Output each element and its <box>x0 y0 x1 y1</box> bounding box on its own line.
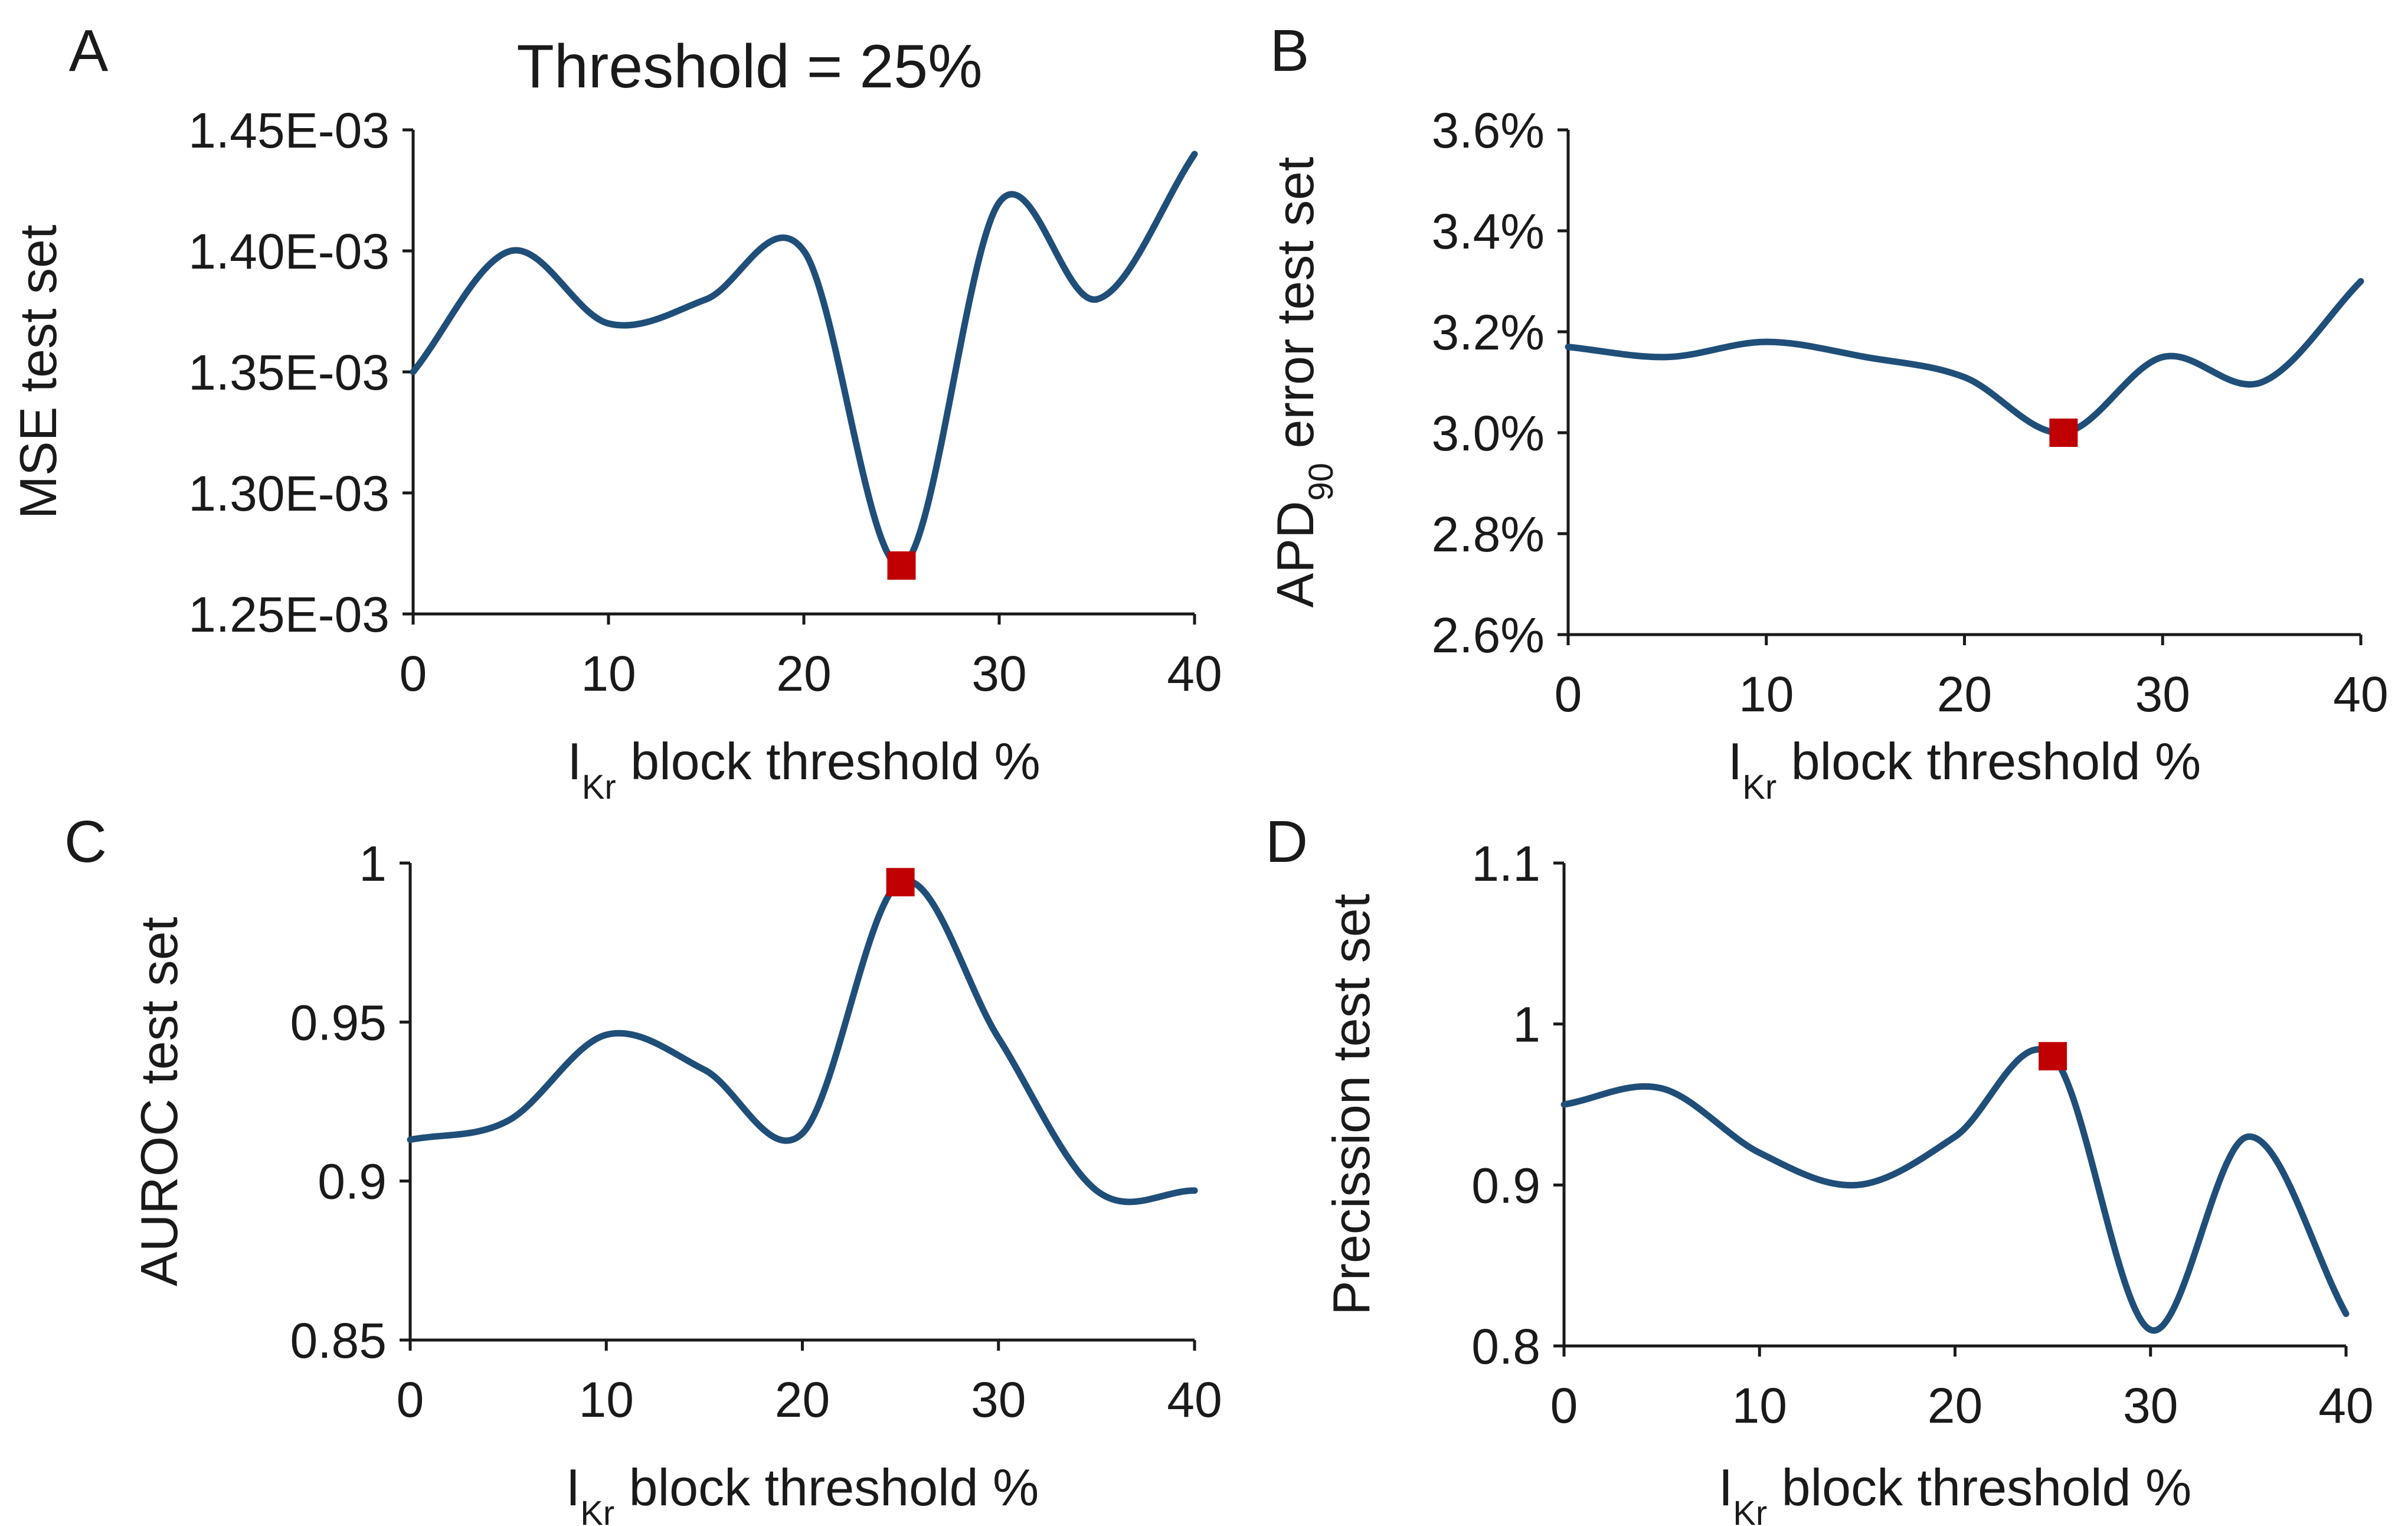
panel-letter: D <box>1265 809 1308 875</box>
x-tick-label: 10 <box>1732 1378 1787 1433</box>
x-tick-label: 0 <box>1555 666 1582 722</box>
panel-d: D 0.8 0.9 1 1.1 0 10 20 30 40 IKr block threshold … <box>1265 809 2374 1526</box>
x-tick-label: 10 <box>579 1372 634 1427</box>
x-tick-label: 40 <box>2333 666 2388 722</box>
y-tick-label: 3.6% <box>1432 103 1545 158</box>
panels: A 1.25E-03 1.30E-03 1.35E-03 1.40E-03 1.45E-0… <box>9 18 2389 1526</box>
y-tick-label: 1.30E-03 <box>188 466 390 521</box>
y-tick-label: 3.4% <box>1432 204 1545 259</box>
highlight-marker <box>886 868 915 897</box>
y-tick-label: 0.9 <box>318 1154 387 1210</box>
y-tick-label: 1.45E-03 <box>188 103 390 158</box>
highlight-marker <box>2039 1042 2067 1071</box>
x-tick-label: 20 <box>775 1372 830 1427</box>
y-axis-title: Precission test set <box>1322 894 1380 1315</box>
x-axis-title: IKr block threshold % <box>1728 732 2201 806</box>
y-tick-label: 1.40E-03 <box>188 224 390 279</box>
y-tick-label: 2.8% <box>1432 507 1545 562</box>
y-tick-label: 1.35E-03 <box>188 345 390 400</box>
y-axis-title: MSE test set <box>9 225 67 519</box>
x-tick-label: 20 <box>1937 666 1992 722</box>
series-line <box>407 877 1198 1205</box>
x-tick-label: 40 <box>1167 646 1222 701</box>
panel-letter: B <box>1270 18 1310 84</box>
x-axis-title: IKr block threshold % <box>566 1458 1039 1526</box>
x-tick-label: 30 <box>2135 666 2190 722</box>
y-tick-label: 2.6% <box>1432 607 1545 663</box>
x-tick-label: 40 <box>1167 1372 1222 1427</box>
y-tick-label: 1 <box>359 836 387 891</box>
x-tick-label: 20 <box>1928 1378 1982 1433</box>
panel-b: B 2.6% 2.8% 3.0% 3.2% 3.4% 3.6% 0 10 20 30 40 IKr bl… <box>1266 18 2389 806</box>
threshold-annotation: Threshold = 25% <box>516 32 982 101</box>
x-tick-label: 0 <box>400 646 427 701</box>
panel-letter: C <box>64 809 107 875</box>
x-axis-title: IKr block threshold % <box>567 732 1041 806</box>
y-axis-title: AUROC test set <box>130 917 188 1286</box>
x-tick-label: 30 <box>2123 1378 2178 1433</box>
y-tick-label: 3.2% <box>1432 305 1545 360</box>
y-tick-label: 1 <box>1513 997 1540 1053</box>
series-line <box>410 151 1198 569</box>
series-line <box>1565 278 2364 436</box>
x-tick-label: 0 <box>397 1372 424 1427</box>
highlight-marker <box>2049 419 2078 447</box>
highlight-marker <box>887 551 916 580</box>
series-line <box>1560 1046 2350 1334</box>
y-tick-label: 1.1 <box>1471 836 1540 891</box>
x-axis-title: IKr block threshold % <box>1719 1458 2192 1526</box>
y-tick-label: 1.25E-03 <box>188 587 390 642</box>
y-tick-label: 0.95 <box>290 995 387 1050</box>
x-tick-label: 20 <box>776 646 831 701</box>
x-tick-label: 30 <box>971 1372 1026 1427</box>
x-tick-label: 0 <box>1550 1378 1578 1433</box>
x-tick-label: 30 <box>971 646 1026 701</box>
panel-letter: A <box>69 18 109 84</box>
x-tick-label: 10 <box>581 646 636 701</box>
y-tick-label: 0.85 <box>290 1313 387 1368</box>
x-tick-label: 40 <box>2318 1378 2373 1433</box>
y-tick-label: 0.9 <box>1471 1158 1540 1213</box>
panel-a: A 1.25E-03 1.30E-03 1.35E-03 1.40E-03 1.45E-0… <box>9 18 1222 806</box>
x-tick-label: 10 <box>1739 666 1794 722</box>
y-tick-label: 0.8 <box>1471 1319 1540 1374</box>
y-tick-label: 3.0% <box>1432 406 1545 461</box>
y-axis-title: APD90 error test set <box>1266 157 1340 608</box>
